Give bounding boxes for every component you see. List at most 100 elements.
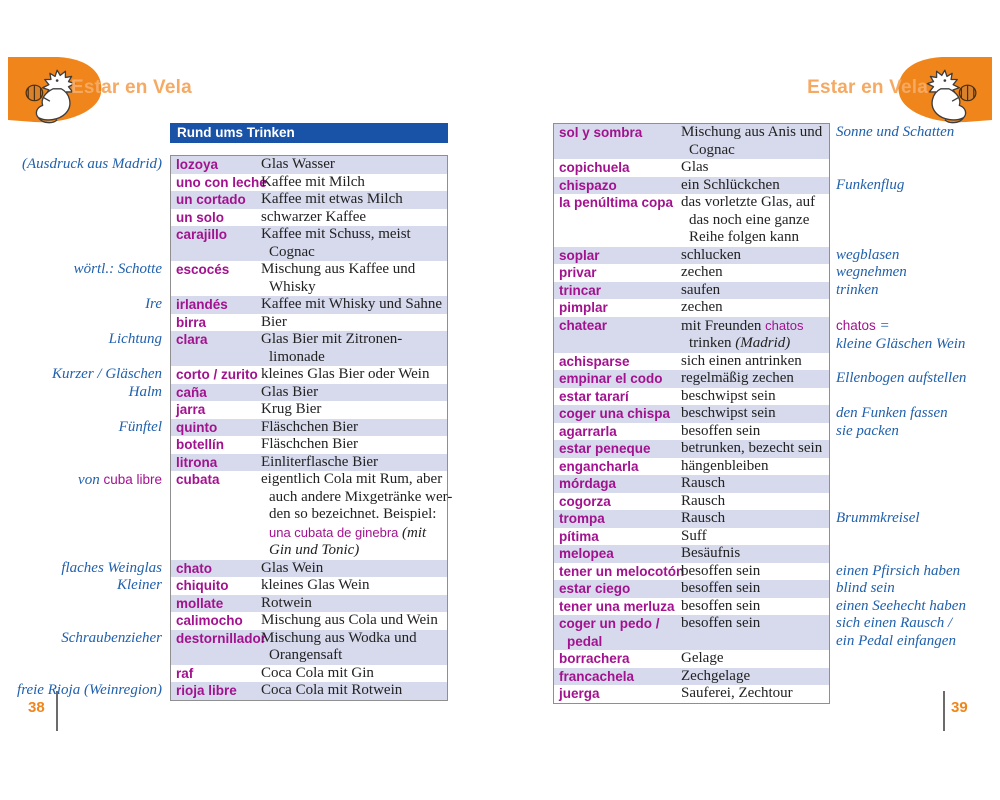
term-cell: quinto — [176, 419, 218, 435]
table-row: tener una merluza besoffen sein — [554, 598, 829, 616]
corner-decoration — [8, 57, 992, 123]
margin-note: wegblasen — [836, 247, 900, 263]
margin-note: trinken — [836, 282, 879, 298]
table-row: juerga Sauferei, Zechtour — [554, 685, 829, 703]
table-row: un cortado Kaffee mit etwas Milch — [171, 191, 447, 209]
table-row: chatear mit Freunden chatos trinken (Madri… — [554, 316, 829, 353]
margin-notes-right: Sonne und Schatten Funkenflug wegblasen weg… — [836, 124, 996, 714]
term-cell: pimplar — [559, 300, 608, 315]
term-cell: irlandés — [176, 297, 228, 312]
term-cell: cubata — [176, 472, 220, 487]
margin-note: Kurzer / Gläschen Halm — [52, 366, 162, 400]
definition-cell: Glas Wasser — [261, 156, 335, 172]
margin-note: wegnehmen — [836, 264, 907, 280]
definition-cell: sich einen antrinken — [681, 352, 802, 369]
section-title-bar: Rund ums Trinken — [170, 123, 448, 143]
term-cell: raf — [176, 665, 194, 681]
definition-cell: Fläschchen Bier — [261, 418, 359, 435]
page-divider-line — [56, 691, 58, 731]
term-cell: estar ciego — [559, 581, 631, 596]
definition-cell: Coca Cola mit Gin — [261, 664, 374, 681]
term-cell: empinar el codo — [559, 371, 663, 386]
term-cell: chato — [176, 560, 213, 576]
margin-note: (Ausdruck aus Madrid) — [22, 156, 162, 172]
page-divider-line — [943, 691, 945, 731]
term-cell: botellín — [176, 437, 224, 452]
table-row: jarra Krug Bier — [171, 401, 447, 419]
term-cell: engancharla — [559, 458, 639, 474]
page-number-right: 39 — [951, 699, 968, 716]
table-row: francachela Zechgelage — [554, 667, 829, 685]
term-cell: carajillo — [176, 227, 228, 242]
term-cell: estar tararí — [559, 388, 629, 404]
table-row: litrona Einliterflasche Bier — [171, 453, 447, 471]
table-row: tener un melocotón besoffen sein — [554, 563, 829, 581]
definition-cell: Rotwein — [261, 594, 312, 611]
page-header-right: Estar en Vela — [807, 77, 928, 98]
definition-cell: saufen — [681, 281, 721, 298]
term-cell: escocés — [176, 262, 230, 277]
table-row: chiquito kleines Glas Wein — [171, 577, 447, 595]
definition-cell: Mischung aus Anis und Cognac — [681, 124, 823, 158]
definition-cell: hängenbleiben — [681, 457, 769, 474]
table-row: pimplar zechen — [554, 299, 829, 317]
term-cell: agarrarla — [559, 423, 617, 439]
term-cell: borrachera — [559, 651, 630, 666]
definition-cell: Gelage — [681, 650, 724, 666]
table-row: estar ciego besoffen sein — [554, 580, 829, 598]
table-row: destornillador Mischung aus Wodka und Oran… — [171, 629, 447, 665]
table-row: chato Glas Wein — [171, 559, 447, 577]
table-row: carajillo Kaffee mit Schuss, meist Cognac — [171, 226, 447, 261]
table-row: caña Glas Bier — [171, 383, 447, 401]
definition-cell: Bier — [261, 313, 287, 330]
table-row: quinto Fläschchen Bier — [171, 418, 447, 436]
term-cell: rioja libre — [176, 683, 237, 698]
table-row: cubata eigentlich Cola mit Rum, aber auch … — [171, 471, 453, 560]
term-cell: coger una chispa — [559, 406, 671, 421]
table-row: trincar saufen — [554, 281, 829, 299]
term-cell: litrona — [176, 454, 218, 470]
term-cell: la penúltima copa — [559, 195, 674, 210]
definition-cell: Mischung aus Cola und Wein — [261, 612, 438, 628]
table-row: privar zechen — [554, 264, 829, 282]
definition-cell: Kaffee mit Whisky und Sahne — [261, 296, 443, 312]
definition-cell: Suff — [681, 527, 707, 544]
term-cell: mollate — [176, 595, 224, 611]
term-cell: cogorza — [559, 493, 611, 509]
margin-note: Kleiner — [117, 577, 162, 593]
rooster-doodle-icon — [25, 69, 76, 124]
definition-cell: Sauferei, Zechtour — [681, 685, 793, 701]
margin-note: flaches Weinglas — [61, 560, 162, 576]
definition-cell: Fläschchen Bier — [261, 436, 359, 452]
table-row: mollate Rotwein — [171, 594, 447, 612]
table-row: corto / zurito kleines Glas Bier oder Wei… — [171, 366, 447, 384]
definition-cell: Glas Bier — [261, 383, 319, 400]
definition-cell: beschwipst sein — [681, 387, 776, 404]
table-row: sol y sombra Mischung aus Anis und Cognac — [554, 124, 829, 159]
term-cell: copichuela — [559, 160, 630, 175]
margin-note: Brummkreisel — [836, 510, 920, 526]
margin-note: einen Pfirsich haben — [836, 563, 961, 579]
definition-cell: Zechgelage — [681, 667, 751, 684]
table-row: engancharla hängenbleiben — [554, 458, 829, 476]
term-cell: melopea — [559, 546, 614, 561]
margin-note: freie Rioja (Weinregion) — [17, 682, 162, 698]
definition-cell: Rausch — [681, 492, 726, 509]
definition-cell: Coca Cola mit Rotwein — [261, 682, 403, 698]
vocab-table-left: lozoya Glas Wasser uno con leche Kaffee mit… — [170, 155, 453, 701]
table-row: escocés Mischung aus Kaffee und Whisky — [171, 261, 447, 296]
table-row: uno con leche Kaffee mit Milch — [171, 174, 447, 192]
table-row: copichuela Glas — [554, 159, 829, 177]
table-row: estar peneque betrunken, bezecht sein — [554, 440, 829, 458]
definition-cell: schwarzer Kaffee — [261, 208, 367, 225]
definition-cell: das vorletzte Glas, auf das noch eine gan… — [681, 194, 816, 245]
rooster-doodle-icon — [926, 69, 977, 124]
table-row: soplar schlucken — [554, 246, 829, 264]
term-cell: juerga — [559, 686, 600, 701]
term-cell: clara — [176, 332, 208, 347]
definition-cell: eigentlich Cola mit Rum, aber auch andere… — [261, 471, 453, 558]
term-cell: trompa — [559, 511, 605, 526]
term-cell: tener un melocotón — [559, 563, 685, 579]
margin-note: Ellenbogen aufstellen — [836, 370, 967, 386]
